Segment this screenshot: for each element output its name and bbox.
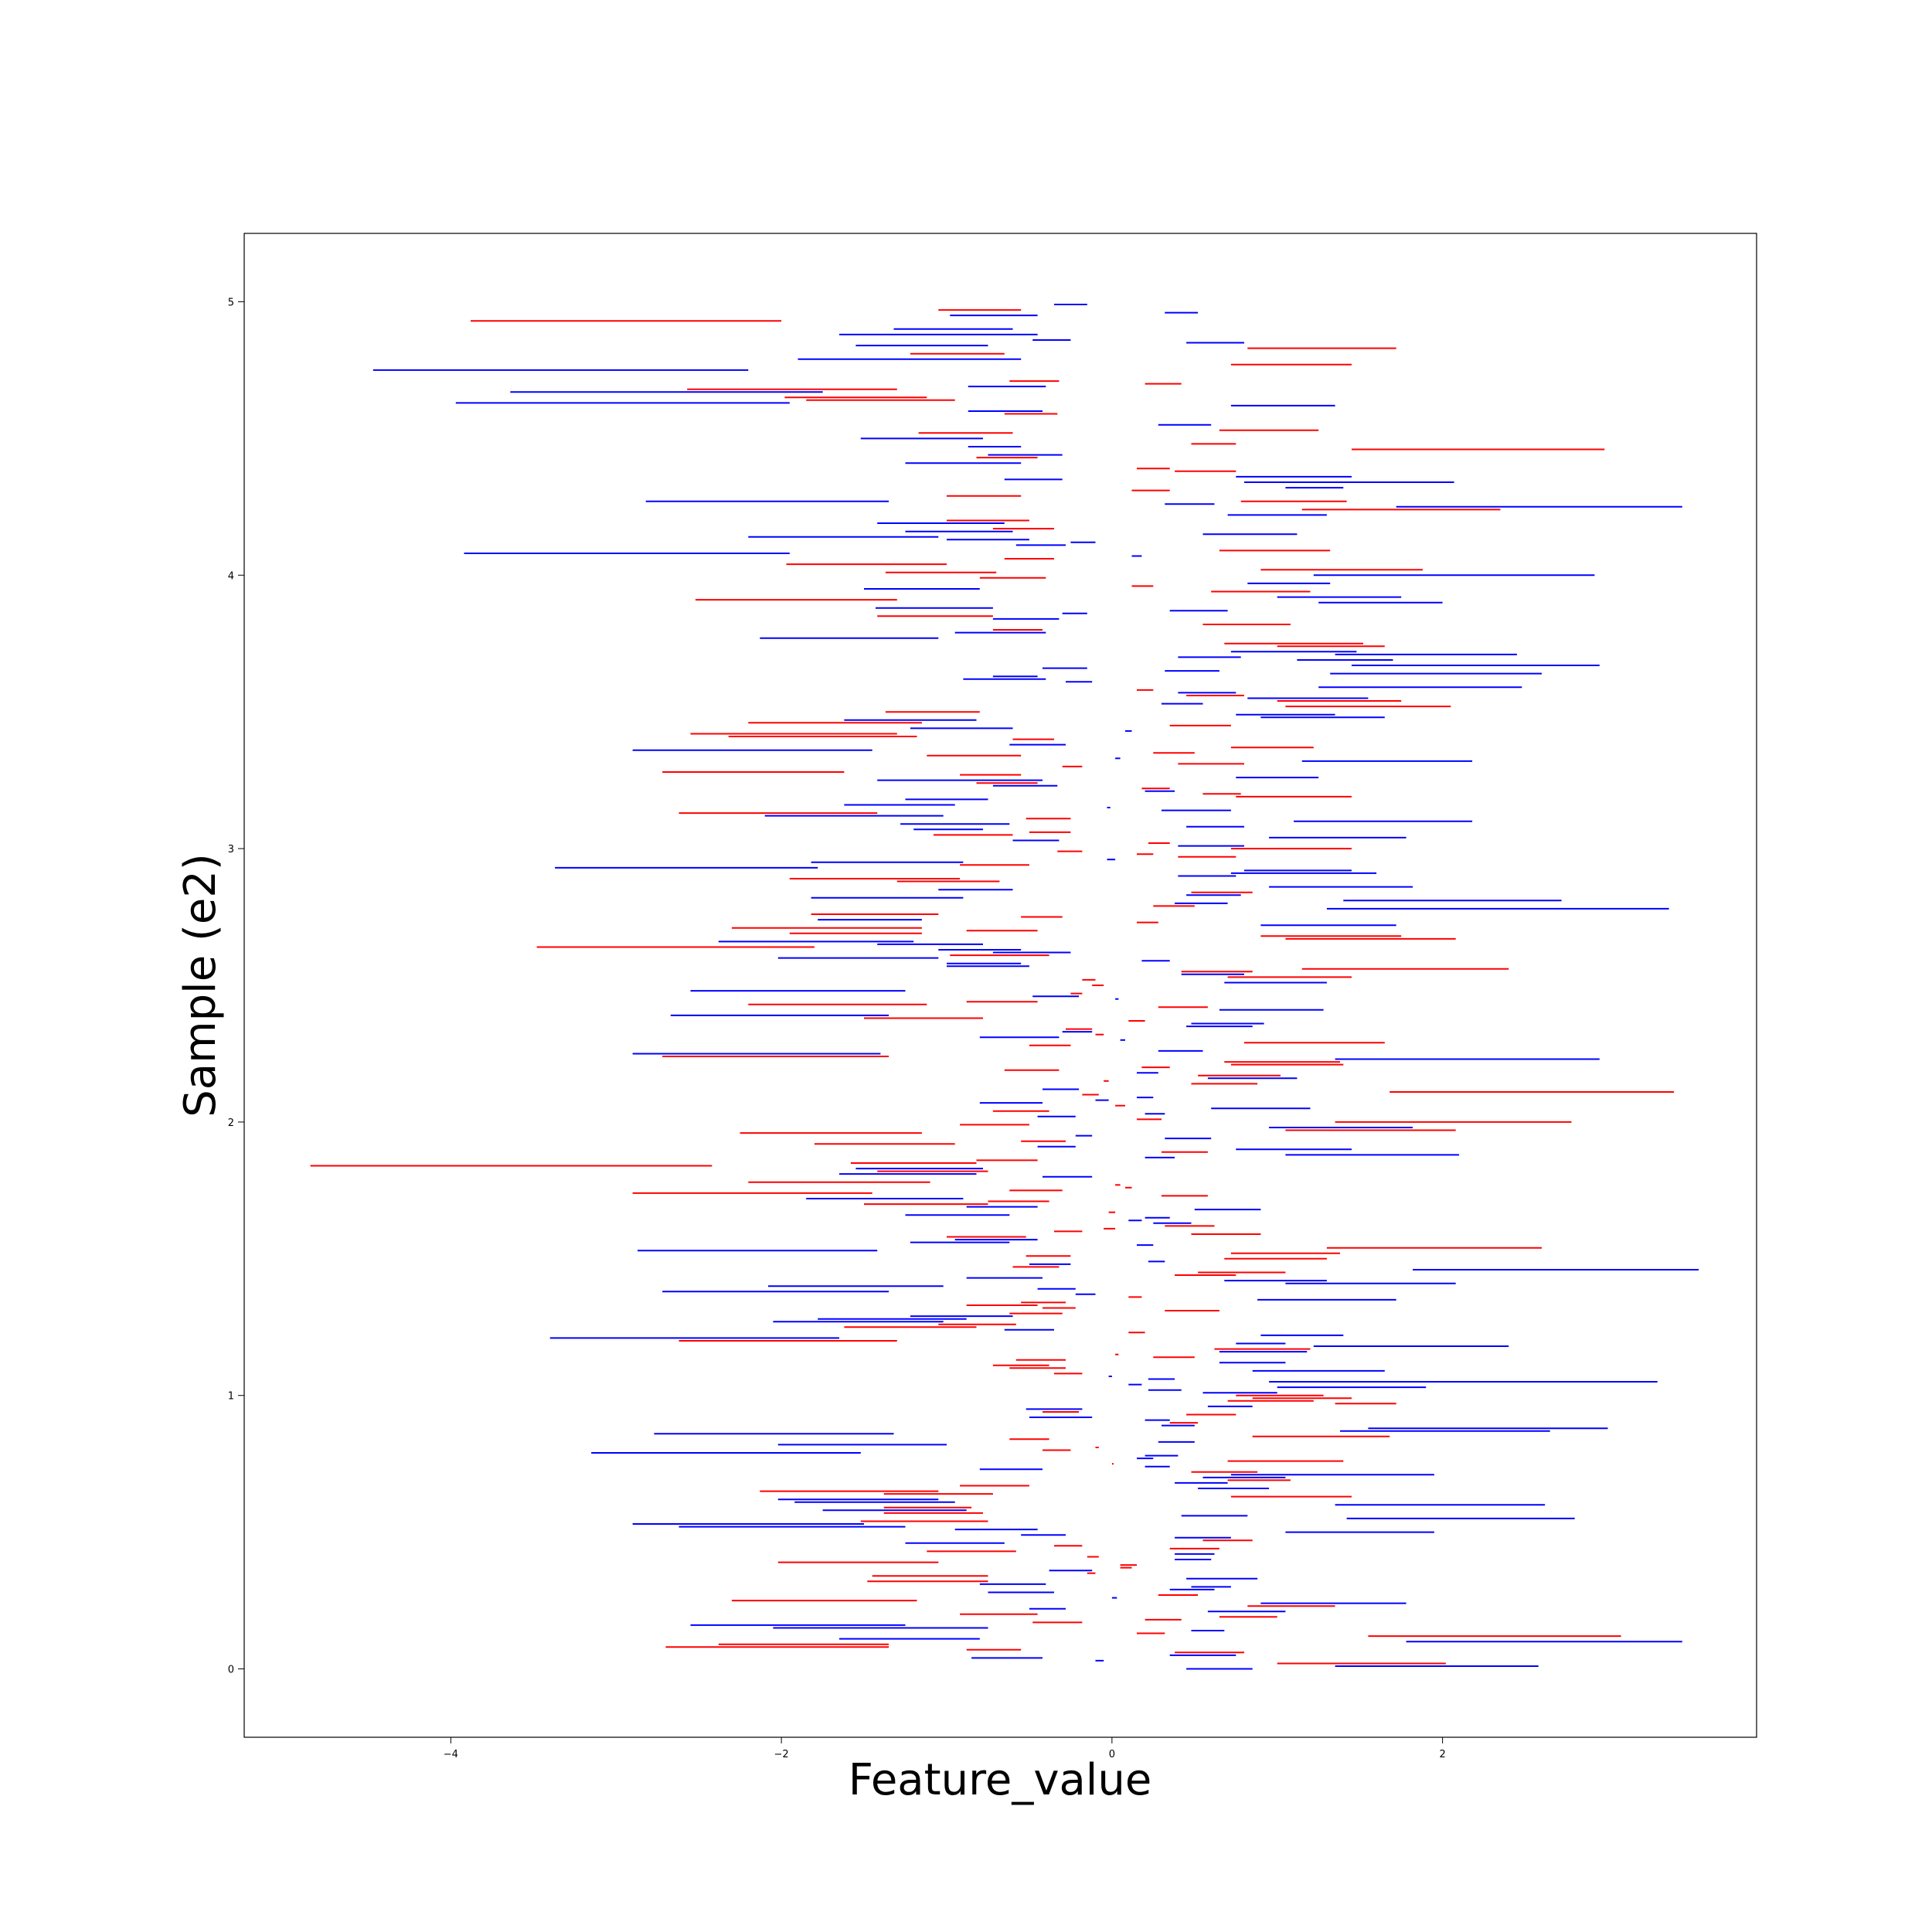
y-tick-label-2: 2	[228, 1117, 234, 1129]
y-tick-label-4: 4	[228, 570, 234, 582]
segments-layer	[310, 304, 1699, 1670]
y-axis: 0 1 2 3 4 5	[228, 297, 244, 1676]
x-tick-label-1: −2	[774, 1749, 789, 1760]
x-axis: −4 −2 0 2	[444, 1737, 1446, 1760]
y-tick-label-0: 0	[228, 1665, 234, 1676]
y-tick-label-3: 3	[228, 844, 234, 855]
y-tick-label-5: 5	[228, 297, 234, 308]
x-tick-label-2: 0	[1109, 1749, 1115, 1760]
plot-frame	[243, 233, 1757, 1738]
y-tick-label-1: 1	[228, 1391, 234, 1403]
x-tick-label-0: −4	[444, 1749, 458, 1760]
x-axis-label: Feature_value	[849, 1755, 1152, 1805]
y-axis-label: Sample (e2)	[175, 853, 226, 1117]
x-tick-label-3: 2	[1439, 1749, 1445, 1760]
